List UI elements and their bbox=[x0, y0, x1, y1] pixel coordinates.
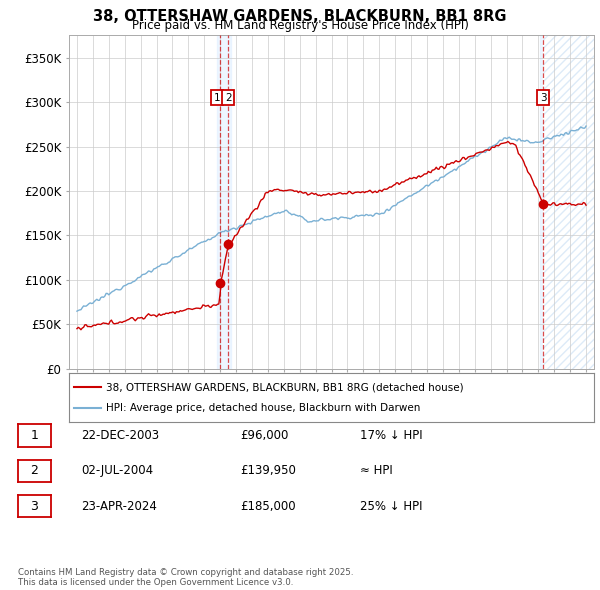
Text: 23-APR-2024: 23-APR-2024 bbox=[81, 500, 157, 513]
Text: £185,000: £185,000 bbox=[240, 500, 296, 513]
Text: Price paid vs. HM Land Registry's House Price Index (HPI): Price paid vs. HM Land Registry's House … bbox=[131, 19, 469, 32]
Text: 2: 2 bbox=[31, 464, 38, 477]
Text: 3: 3 bbox=[540, 93, 547, 103]
Text: 1: 1 bbox=[214, 93, 221, 103]
Text: 22-DEC-2003: 22-DEC-2003 bbox=[81, 429, 159, 442]
Text: 25% ↓ HPI: 25% ↓ HPI bbox=[360, 500, 422, 513]
Text: £139,950: £139,950 bbox=[240, 464, 296, 477]
Text: 3: 3 bbox=[31, 500, 38, 513]
Text: 2: 2 bbox=[225, 93, 232, 103]
Text: Contains HM Land Registry data © Crown copyright and database right 2025.
This d: Contains HM Land Registry data © Crown c… bbox=[18, 568, 353, 587]
Text: 38, OTTERSHAW GARDENS, BLACKBURN, BB1 8RG: 38, OTTERSHAW GARDENS, BLACKBURN, BB1 8R… bbox=[93, 9, 507, 24]
Text: 1: 1 bbox=[31, 429, 38, 442]
Text: 17% ↓ HPI: 17% ↓ HPI bbox=[360, 429, 422, 442]
Bar bbox=[540, 35, 548, 369]
Text: ≈ HPI: ≈ HPI bbox=[360, 464, 393, 477]
Bar bbox=[217, 35, 231, 369]
Text: HPI: Average price, detached house, Blackburn with Darwen: HPI: Average price, detached house, Blac… bbox=[106, 404, 420, 414]
Text: £96,000: £96,000 bbox=[240, 429, 289, 442]
Bar bbox=[543, 35, 594, 369]
Bar bbox=[543, 35, 594, 369]
Text: 38, OTTERSHAW GARDENS, BLACKBURN, BB1 8RG (detached house): 38, OTTERSHAW GARDENS, BLACKBURN, BB1 8R… bbox=[106, 382, 463, 392]
Text: 02-JUL-2004: 02-JUL-2004 bbox=[81, 464, 153, 477]
